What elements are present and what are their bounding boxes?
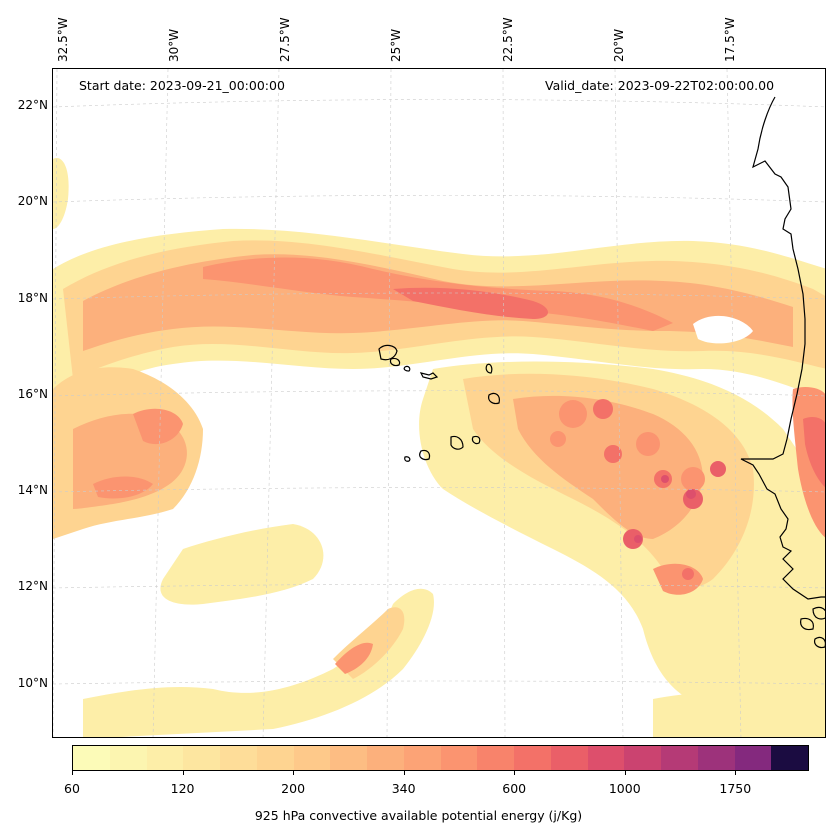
longitude-label: 32.5°W (56, 17, 70, 62)
colorbar-tick-mark (403, 771, 405, 775)
longitude-label: 25°W (389, 28, 403, 62)
valid-date-label: Valid_date: 2023-09-22T02:00:00.00 (545, 78, 775, 93)
colorbar-tick-mark (182, 771, 184, 775)
colorbar-tick-mark (735, 771, 737, 775)
colorbar-level-swatch (293, 746, 331, 770)
latitude-label: 12°N (17, 579, 48, 593)
colorbar-level-swatch (587, 746, 625, 770)
colorbar-level-swatch (403, 746, 441, 770)
colorbar-level-swatch (220, 746, 257, 770)
latitude-label: 10°N (17, 676, 48, 690)
colorbar-label: 925 hPa convective available potential e… (254, 808, 583, 823)
latitude-label: 16°N (17, 387, 48, 401)
colorbar-tick-label: 1000 (608, 781, 641, 796)
colorbar-tick-label: 200 (281, 781, 306, 796)
colorbar-tick-label: 1750 (719, 781, 752, 796)
colorbar-tick-mark (624, 771, 626, 775)
coastlines (378, 96, 825, 649)
colorbar-level-swatch (367, 746, 404, 770)
colorbar-level-swatch (624, 746, 661, 770)
colorbar-level-swatch (734, 746, 772, 770)
longitude-label: 30°W (167, 28, 181, 62)
latitude-label: 22°N (17, 98, 48, 112)
cape-field-map (53, 69, 825, 737)
longitude-label: 20°W (612, 28, 626, 62)
latitude-label: 18°N (17, 291, 48, 305)
colorbar-tick-label: 60 (64, 781, 80, 796)
colorbar-level-swatch (771, 746, 808, 770)
colorbar-level-swatch (146, 746, 184, 770)
colorbar-tick-mark (514, 771, 516, 775)
colorbar-level-swatch (697, 746, 735, 770)
latitude-label: 20°N (17, 194, 48, 208)
map-panel (52, 68, 826, 738)
colorbar-tick-mark (293, 771, 295, 775)
colorbar (72, 745, 809, 771)
colorbar-level-swatch (183, 746, 220, 770)
latitude-label: 14°N (17, 483, 48, 497)
colorbar-tick-label: 600 (502, 781, 527, 796)
colorbar-level-swatch (661, 746, 698, 770)
colorbar-level-swatch (109, 746, 147, 770)
colorbar-tick-mark (72, 771, 73, 775)
colorbar-tick-label: 120 (170, 781, 195, 796)
colorbar-level-swatch (440, 746, 478, 770)
cape-filled-contours (53, 158, 825, 737)
colorbar-tick-label: 340 (391, 781, 416, 796)
colorbar-level-swatch (330, 746, 367, 770)
longitude-label: 17.5°W (723, 17, 737, 62)
colorbar-level-swatch (73, 746, 110, 770)
start-date-label: Start date: 2023-09-21_00:00:00 (79, 78, 285, 93)
colorbar-level-swatch (477, 746, 514, 770)
longitude-label: 22.5°W (501, 17, 515, 62)
colorbar-level-swatch (550, 746, 588, 770)
colorbar-level-swatch (514, 746, 551, 770)
map-gridlines (53, 69, 825, 737)
longitude-label: 27.5°W (278, 17, 292, 62)
colorbar-level-swatch (256, 746, 294, 770)
